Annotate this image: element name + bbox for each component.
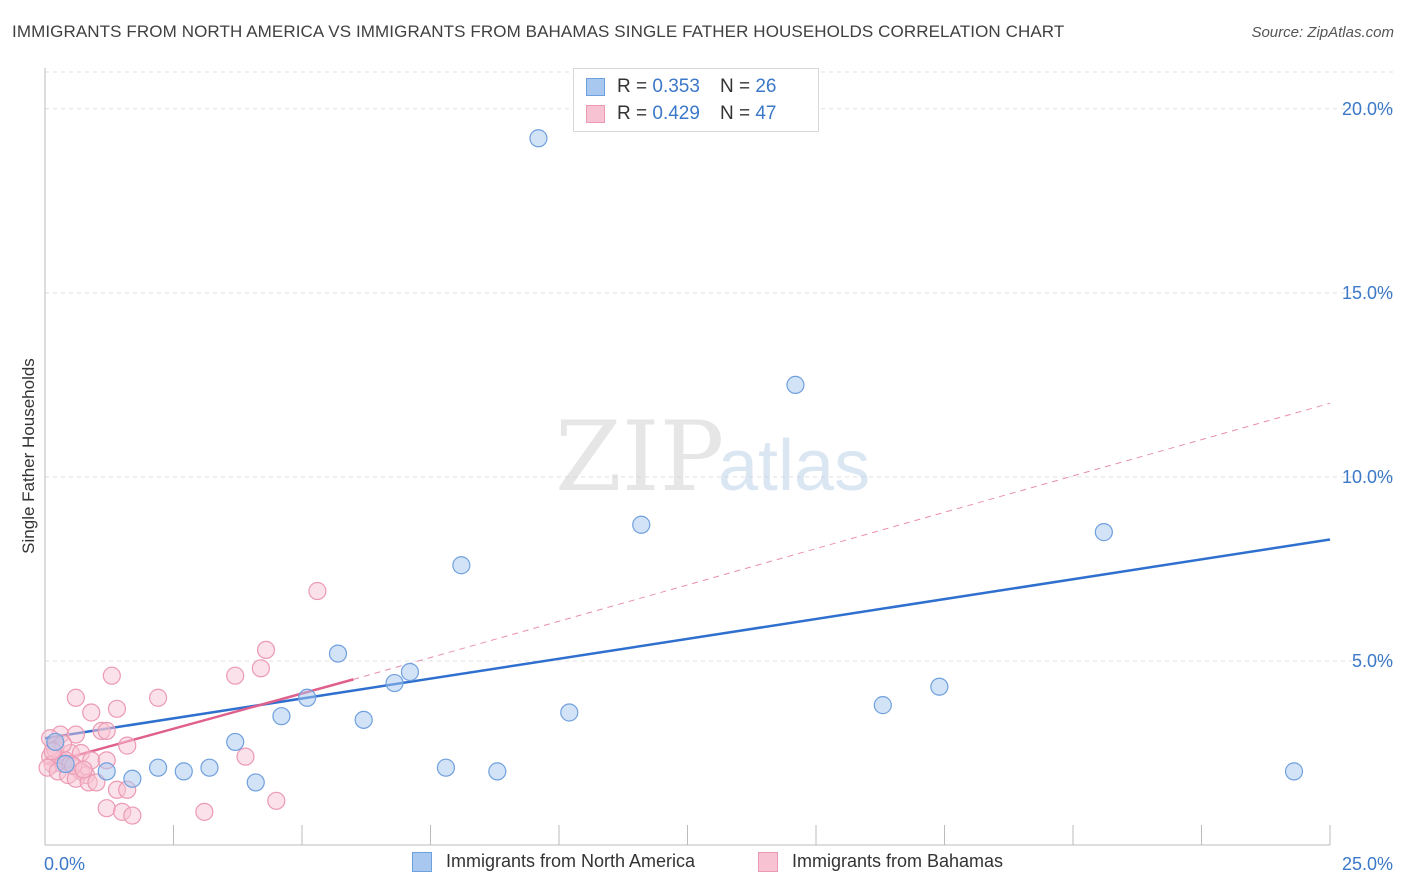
watermark-zip: ZIP [555, 401, 724, 513]
trendline-bahamas-extended [353, 402, 1331, 680]
r-value: 0.353 [652, 76, 700, 97]
watermark: ZIP atlas [555, 401, 870, 513]
data-point-bahamas [123, 806, 142, 825]
data-point-bahamas [118, 736, 137, 755]
n-value: 26 [755, 76, 777, 97]
data-points [38, 129, 1304, 825]
data-point-bahamas [226, 666, 245, 685]
data-point-north-america [632, 515, 651, 534]
legend-label-bahamas: Immigrants from Bahamas [792, 851, 1004, 871]
data-point-north-america [123, 769, 142, 788]
source-label: Source: ZipAtlas.com [1251, 24, 1394, 41]
correlation-legend: R = 0.353 N = 26 R = 0.429 N = 47 [573, 68, 819, 132]
tick-labels: 5.0% 10.0% 15.0% 20.0% 0.0% 25.0% [44, 99, 1393, 874]
legend-row-bahamas: R = 0.429 N = 47 [586, 102, 776, 126]
data-point-north-america [1094, 523, 1113, 542]
data-point-bahamas [251, 659, 270, 678]
n-value: 47 [755, 103, 777, 124]
data-point-north-america [46, 732, 65, 752]
data-point-bahamas [195, 802, 214, 821]
data-point-north-america [488, 762, 507, 781]
data-point-bahamas [148, 688, 168, 707]
r-label: R = [617, 76, 648, 97]
data-point-north-america [56, 754, 75, 774]
legend-swatch-north-america [412, 851, 432, 872]
data-point-north-america [529, 129, 548, 148]
x-tick-label: 25.0% [1342, 854, 1393, 874]
data-point-bahamas [66, 688, 85, 707]
data-point-bahamas [256, 640, 276, 660]
data-point-north-america [174, 762, 193, 781]
data-point-north-america [873, 696, 892, 715]
data-point-north-america [272, 707, 291, 726]
data-point-north-america [930, 677, 949, 696]
trendline-north-america [44, 538, 1331, 740]
data-point-bahamas [102, 666, 121, 685]
data-point-north-america [452, 556, 471, 575]
data-point-bahamas [66, 725, 85, 744]
legend-row-north-america: R = 0.353 N = 26 [586, 75, 776, 99]
data-point-north-america [786, 375, 805, 394]
legend-label-north-america: Immigrants from North America [446, 851, 696, 871]
legend-swatch-north-america [586, 78, 605, 96]
gridlines [45, 71, 1395, 662]
y-axis-label: Single Father Households [19, 358, 38, 554]
axes [44, 68, 1331, 846]
data-point-bahamas [97, 799, 116, 818]
n-label: N = [719, 103, 751, 124]
data-point-north-america [97, 762, 116, 781]
legend-swatch-bahamas [586, 105, 605, 123]
data-point-north-america [354, 710, 373, 729]
x-tick-label: 0.0% [44, 854, 85, 874]
data-point-bahamas [82, 703, 101, 722]
watermark-atlas: atlas [718, 426, 870, 506]
y-tick-label: 20.0% [1342, 99, 1393, 119]
y-tick-label: 10.0% [1342, 467, 1393, 487]
data-point-north-america [200, 758, 219, 777]
chart-title: IMMIGRANTS FROM NORTH AMERICA VS IMMIGRA… [12, 22, 1065, 41]
r-label: R = [617, 103, 648, 124]
data-point-bahamas [308, 581, 327, 601]
data-point-north-america [400, 662, 420, 682]
legend-item-north-america[interactable]: Immigrants from North America [412, 851, 695, 872]
data-point-bahamas [97, 721, 116, 740]
data-point-bahamas [236, 747, 255, 766]
data-point-north-america [226, 732, 245, 752]
legend-item-bahamas[interactable]: Immigrants from Bahamas [758, 851, 1003, 872]
data-point-north-america [298, 688, 317, 707]
data-point-north-america [1284, 762, 1304, 781]
y-tick-label: 15.0% [1342, 283, 1393, 303]
data-point-bahamas [107, 699, 127, 718]
data-point-north-america [560, 703, 579, 722]
r-value: 0.429 [652, 103, 700, 124]
data-point-north-america [328, 644, 348, 663]
data-point-north-america [385, 673, 404, 693]
y-tick-label: 5.0% [1352, 651, 1393, 671]
legend-swatch-bahamas [758, 851, 778, 872]
data-point-bahamas [267, 791, 286, 810]
data-point-bahamas [74, 760, 93, 779]
data-point-north-america [148, 758, 168, 777]
data-point-north-america [436, 758, 456, 777]
n-label: N = [719, 76, 751, 97]
data-point-north-america [246, 773, 265, 792]
